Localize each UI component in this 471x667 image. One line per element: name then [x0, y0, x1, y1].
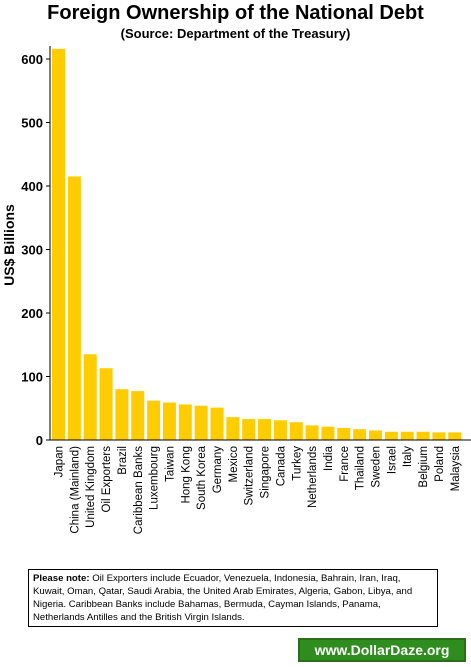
x-tick-label: Thailand	[355, 446, 367, 490]
footnote-text: Oil Exporters include Ecuador, Venezuela…	[33, 573, 413, 623]
x-tick-label: Japan	[54, 446, 66, 477]
x-tick-label: United Kingdom	[85, 446, 97, 528]
bar	[242, 419, 256, 440]
x-tick-label: Singapore	[260, 446, 272, 498]
bar	[147, 400, 161, 440]
x-tick-label: South Korea	[196, 445, 208, 510]
bar	[273, 420, 287, 440]
bar	[52, 48, 65, 441]
y-tick-label: 300	[21, 243, 43, 258]
x-tick-label: Malaysia	[450, 445, 462, 491]
x-tick-label: Poland	[434, 446, 446, 482]
y-tick-label: 500	[21, 116, 43, 131]
bar	[337, 427, 351, 440]
bar	[289, 422, 303, 440]
x-tick-label: Germany	[212, 446, 224, 494]
bar	[416, 431, 430, 440]
bar-chart: US$ Billions 0 100 200 300 400 500 600 Japan Ch…	[1, 46, 471, 534]
brand-badge[interactable]: www.DollarDaze.org	[298, 638, 466, 662]
x-tick-label: Belgium	[418, 446, 430, 488]
x-tick-label: Switzerland	[244, 446, 256, 505]
x-axis-tick-labels: Japan China (Mainland) United Kingdom Oil E…	[54, 445, 462, 534]
bar	[226, 417, 240, 440]
y-tick-label: 0	[36, 433, 43, 448]
x-tick-label: Turkey	[291, 446, 303, 481]
footnote: Please note: Oil Exporters include Ecuad…	[28, 569, 438, 627]
x-tick-label: Caribbean Banks	[133, 446, 145, 534]
y-tick-label: 600	[21, 52, 43, 67]
bar	[83, 354, 97, 440]
bar	[305, 425, 319, 440]
bar	[353, 429, 367, 440]
chart-subtitle: (Source: Department of the Treasury)	[120, 26, 351, 41]
x-tick-label: France	[339, 446, 351, 482]
bar	[258, 419, 272, 440]
bar	[162, 402, 176, 440]
bars	[52, 48, 462, 441]
bar	[432, 432, 446, 440]
y-axis-ticks: 0 100 200 300 400 500 600	[21, 52, 50, 448]
x-tick-label: Mexico	[228, 446, 240, 482]
bar	[67, 176, 81, 440]
y-tick-label: 100	[21, 370, 43, 385]
x-tick-label: Oil Exporters	[101, 446, 113, 513]
bar	[448, 432, 462, 440]
bar	[131, 391, 145, 440]
x-tick-label: Sweden	[371, 446, 383, 488]
x-tick-label: Netherlands	[307, 446, 319, 508]
bar	[400, 431, 414, 440]
x-tick-label: Brazil	[117, 446, 129, 475]
y-axis-label: US$ Billions	[1, 204, 17, 286]
x-tick-label: China (Mainland)	[69, 446, 81, 534]
chart-title: Foreign Ownership of the National Debt	[47, 2, 424, 24]
footnote-label: Please note:	[33, 573, 90, 584]
x-tick-label: Taiwan	[164, 446, 176, 482]
bar	[99, 368, 113, 440]
bar	[178, 404, 192, 440]
bar	[321, 426, 335, 440]
x-tick-label: Italy	[402, 446, 414, 467]
bar	[210, 407, 224, 440]
x-tick-label: Hong Kong	[180, 446, 192, 504]
y-tick-label: 400	[21, 179, 43, 194]
x-tick-label: India	[323, 445, 335, 471]
x-tick-label: Canada	[275, 445, 287, 486]
y-tick-label: 200	[21, 306, 43, 321]
bar	[384, 431, 398, 440]
bar	[369, 430, 382, 440]
bar	[194, 405, 208, 440]
bar	[115, 389, 129, 440]
x-tick-label: Luxembourg	[149, 446, 161, 510]
x-tick-label: Israel	[386, 446, 398, 474]
